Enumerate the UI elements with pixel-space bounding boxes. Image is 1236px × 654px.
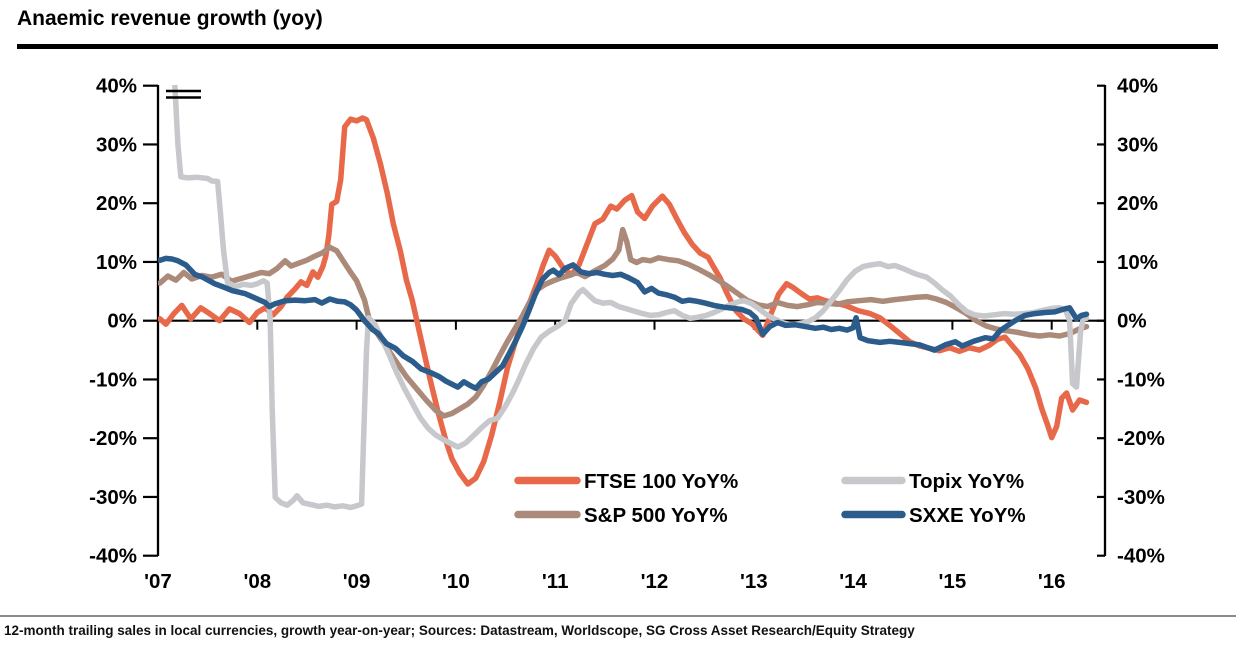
legend: FTSE 100 YoY% S&P 500 YoY% Topix YoY% SXXE … <box>514 470 1026 527</box>
footer-rule <box>0 615 1236 617</box>
right-y-tick-label: 20% <box>1117 192 1158 215</box>
left-y-tick-label: 40% <box>96 75 137 98</box>
legend-label-topix-yoy: Topix YoY% <box>909 470 1024 493</box>
x-axis-tick-label: '08 <box>243 570 271 593</box>
left-y-tick-label: -20% <box>89 427 137 450</box>
right-y-tick-label: -20% <box>1117 427 1165 450</box>
right-y-tick-label: -40% <box>1117 545 1165 568</box>
right-y-tick-label: -10% <box>1117 368 1165 391</box>
x-axis-tick-label: '07 <box>144 570 172 593</box>
series-line-s-p-500-yoy <box>158 226 1090 419</box>
right-y-tick-label: 0% <box>1117 310 1147 333</box>
source-note: 12-month trailing sales in local currenc… <box>4 623 915 638</box>
right-y-tick-label: -30% <box>1117 486 1165 509</box>
right-y-tick-label: 40% <box>1117 75 1158 98</box>
title-rule <box>17 44 1218 49</box>
left-y-tick-label: -10% <box>89 368 137 391</box>
right-y-tick-label: 10% <box>1117 251 1158 274</box>
page-title: Anaemic revenue growth (yoy) <box>17 7 323 30</box>
x-axis-tick-label: '12 <box>641 570 669 593</box>
x-axis-tick-label: '14 <box>839 570 867 593</box>
series-group <box>158 85 1090 511</box>
series-line-topix-yoy <box>171 85 1090 511</box>
legend-label-ftse-100-yoy: FTSE 100 YoY% <box>584 470 738 493</box>
left-y-tick-label: 0% <box>107 310 137 333</box>
left-y-tick-label: 10% <box>96 251 137 274</box>
left-y-tick-label: -30% <box>89 486 137 509</box>
right-y-tick-label: 30% <box>1117 133 1158 156</box>
x-axis-tick-label: '13 <box>740 570 768 593</box>
left-y-tick-label: -40% <box>89 545 137 568</box>
x-axis-tick-label: '16 <box>1038 570 1066 593</box>
x-axis-tick-label: '11 <box>542 570 569 593</box>
legend-label-sxxe-yoy: SXXE YoY% <box>909 504 1026 527</box>
left-y-tick-label: 30% <box>96 133 137 156</box>
x-axis-tick-label: '15 <box>939 570 967 593</box>
left-y-tick-label: 20% <box>96 192 137 215</box>
legend-label-s-p-500-yoy: S&P 500 YoY% <box>584 504 728 527</box>
x-axis-tick-label: '09 <box>343 570 371 593</box>
series-line-sxxe-yoy <box>158 255 1090 392</box>
x-axis-tick-label: '10 <box>442 570 470 593</box>
